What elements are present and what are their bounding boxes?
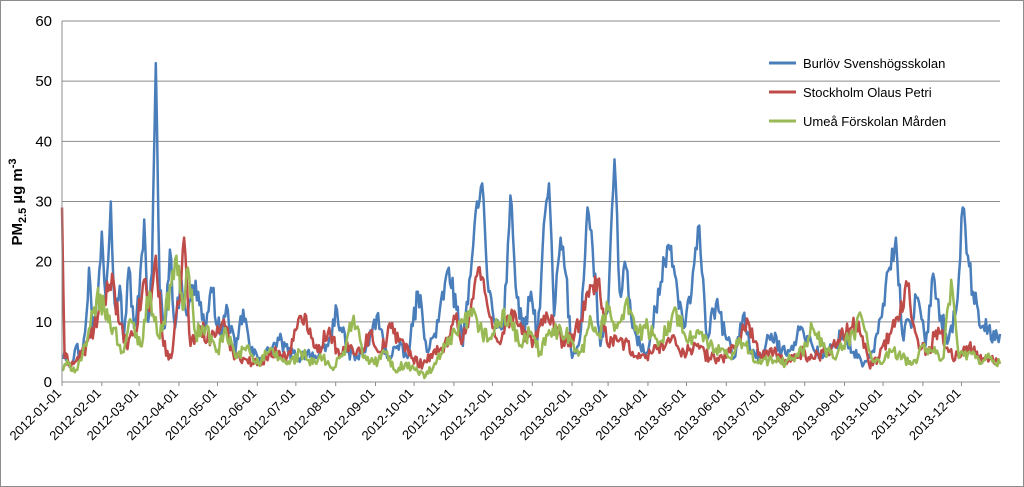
y-axis-label-superscript: -3 [7,158,19,168]
legend-label-2: Umeå Förskolan Mården [803,114,946,129]
y-tick-label-40: 40 [35,133,52,150]
y-tick-label-20: 20 [35,254,52,271]
y-tick-label-10: 10 [35,314,52,331]
y-axis-label-base: PM [9,223,26,246]
y-axis-tick-labels: 0 10 20 30 40 50 60 [35,13,52,391]
legend-label-1: Stockholm Olaus Petri [803,85,932,100]
y-tick-label-0: 0 [44,374,52,391]
series-line-1 [60,207,1002,370]
legend: Burlöv Svenshögsskolan Stockholm Olaus Pe… [769,56,946,129]
y-axis-label: PM2.5 µg m-3 [7,158,29,245]
axes [61,21,1000,383]
y-tick-label-30: 30 [35,194,52,211]
series-line-2 [61,254,1002,380]
legend-label-0: Burlöv Svenshögsskolan [803,56,945,71]
x-axis-tick-labels: 2012-01-012012-02-012012-03-012012-04-01… [6,382,964,443]
y-tick-label-60: 60 [35,13,52,30]
series-lines [60,61,1002,380]
y-axis-label-subscript: 2.5 [17,208,29,223]
y-axis-label-unit: µg m [9,168,26,207]
y-tick-label-50: 50 [35,73,52,90]
